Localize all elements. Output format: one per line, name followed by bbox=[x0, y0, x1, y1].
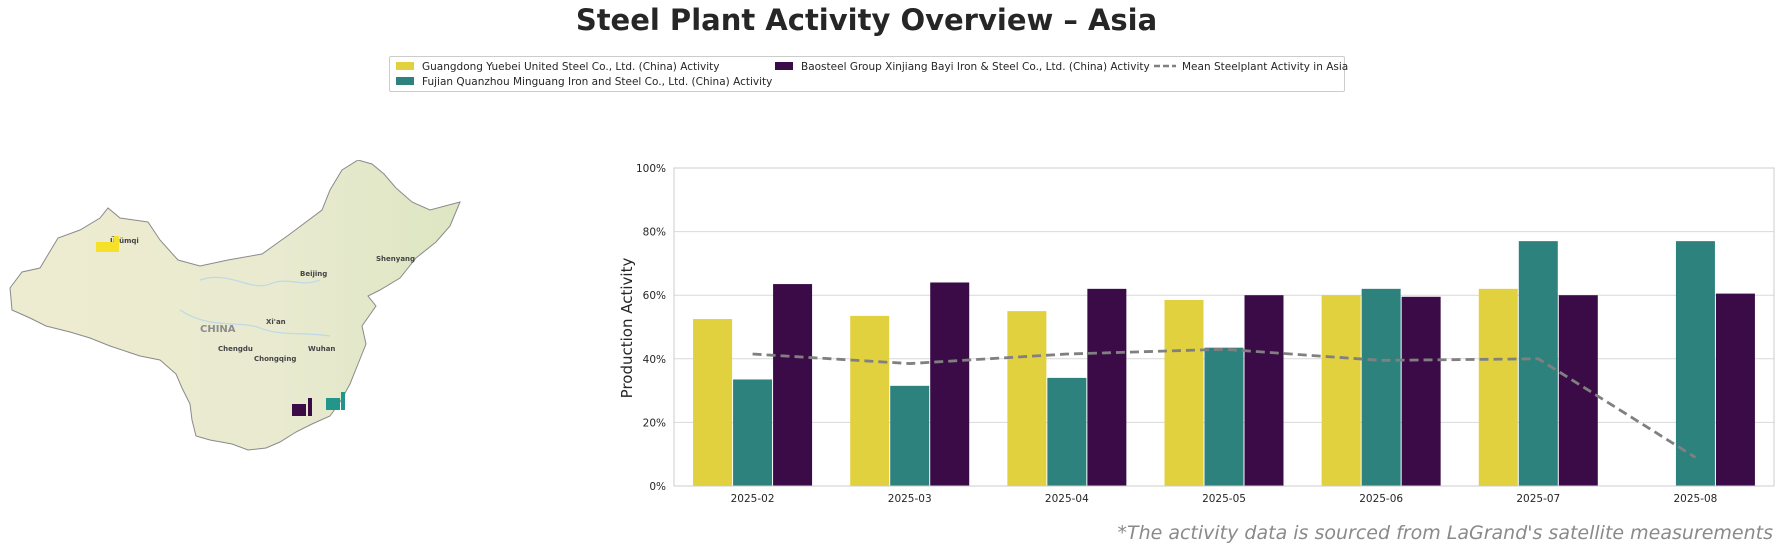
map-city-wuhan: Wuhan bbox=[308, 345, 335, 353]
mean-activity-line bbox=[752, 347, 1697, 459]
chart-title: Steel Plant Activity Overview – Asia bbox=[575, 3, 1158, 37]
map-city-chongqing: Chongqing bbox=[254, 355, 296, 363]
river-yangtze bbox=[179, 309, 331, 337]
bar-2025-08-series-1 bbox=[1675, 241, 1715, 486]
y-tick-label: 20% bbox=[643, 417, 666, 429]
legend-item-baosteel: Baosteel Group Xinjiang Bayi Iron & Stee… bbox=[775, 60, 1150, 74]
bars-layer bbox=[693, 241, 1755, 486]
x-tick-label: 2025-05 bbox=[1202, 493, 1246, 505]
bar-2025-02-series-0 bbox=[693, 319, 733, 486]
bar-2025-02-series-2 bbox=[773, 284, 813, 486]
bar-2025-04-series-0 bbox=[1007, 311, 1047, 486]
bar-2025-04-series-2 bbox=[1087, 288, 1127, 486]
mean-line-layer bbox=[752, 347, 1697, 459]
factory-icon bbox=[326, 392, 345, 410]
bar-2025-03-series-1 bbox=[890, 385, 930, 486]
y-tick-label: 80% bbox=[643, 227, 666, 239]
legend-swatch-guangdong bbox=[396, 62, 414, 70]
bar-2025-05-series-0 bbox=[1164, 299, 1204, 486]
x-tick-label: 2025-04 bbox=[1045, 493, 1089, 505]
legend-swatch-mean bbox=[1154, 64, 1176, 68]
bar-2025-02-series-1 bbox=[733, 379, 773, 486]
bar-2025-06-series-1 bbox=[1361, 288, 1401, 486]
map-panel: CHINA Ürümqi Beijing Shenyang Xi'an Chen… bbox=[0, 159, 470, 500]
bar-2025-03-series-2 bbox=[930, 282, 970, 486]
map-city-urumqi: Ürümqi bbox=[110, 236, 139, 245]
map-city-xian: Xi'an bbox=[266, 318, 286, 326]
china-outline bbox=[9, 159, 461, 451]
x-tick-label: 2025-03 bbox=[888, 493, 932, 505]
y-tick-label: 60% bbox=[643, 290, 666, 302]
legend-label-fujian: Fujian Quanzhou Minguang Iron and Steel … bbox=[422, 76, 773, 88]
map-city-shenyang: Shenyang bbox=[376, 255, 415, 263]
legend-label-baosteel: Baosteel Group Xinjiang Bayi Iron & Stee… bbox=[801, 61, 1150, 73]
bar-2025-08-series-2 bbox=[1715, 293, 1755, 486]
y-tick-label: 0% bbox=[649, 481, 666, 493]
bar-2025-06-series-0 bbox=[1321, 295, 1361, 486]
legend-label-guangdong: Guangdong Yuebei United Steel Co., Ltd. … bbox=[422, 61, 720, 73]
x-tick-label: 2025-06 bbox=[1359, 493, 1403, 505]
bar-2025-07-series-2 bbox=[1558, 295, 1598, 486]
y-tick-label: 40% bbox=[643, 354, 666, 366]
legend-label-mean: Mean Steelplant Activity in Asia bbox=[1182, 61, 1349, 73]
map-city-chengdu: Chengdu bbox=[218, 345, 253, 353]
axis-layer: 0% 20% 40% 60% 80% 100% 2025-02 2025-03 2025-04 2… bbox=[636, 163, 1775, 505]
y-axis-title: Production Activity bbox=[618, 258, 636, 399]
bar-2025-04-series-1 bbox=[1047, 377, 1087, 486]
china-map: CHINA Ürümqi Beijing Shenyang Xi'an Chen… bbox=[9, 159, 461, 451]
map-country-label: CHINA bbox=[200, 324, 236, 335]
legend-item-fujian: Fujian Quanzhou Minguang Iron and Steel … bbox=[396, 75, 772, 89]
y-tick-label: 100% bbox=[636, 163, 666, 175]
bar-2025-06-series-2 bbox=[1401, 296, 1441, 486]
bar-2025-03-series-0 bbox=[850, 315, 890, 486]
bar-2025-05-series-1 bbox=[1204, 347, 1244, 486]
legend-swatch-fujian bbox=[396, 77, 414, 85]
bar-2025-07-series-1 bbox=[1518, 241, 1558, 486]
factory-icon bbox=[292, 398, 312, 416]
legend-swatch-baosteel bbox=[775, 62, 793, 70]
bar-2025-05-series-2 bbox=[1244, 295, 1284, 486]
x-tick-label: 2025-02 bbox=[731, 493, 775, 505]
bar-chart-svg: 0% 20% 40% 60% 80% 100% 2025-02 2025-03 2025-04 2… bbox=[618, 163, 1775, 505]
legend-item-guangdong: Guangdong Yuebei United Steel Co., Ltd. … bbox=[396, 60, 719, 74]
x-tick-label: 2025-08 bbox=[1673, 493, 1717, 505]
legend: Guangdong Yuebei United Steel Co., Ltd. … bbox=[389, 56, 1348, 92]
x-tick-label: 2025-07 bbox=[1516, 493, 1560, 505]
legend-item-mean: Mean Steelplant Activity in Asia bbox=[1154, 60, 1348, 74]
bar-chart: 0% 20% 40% 60% 80% 100% 2025-02 2025-03 2025-04 2… bbox=[600, 150, 1781, 510]
plot-frame bbox=[673, 167, 1775, 487]
map-city-beijing: Beijing bbox=[300, 270, 327, 278]
bar-2025-07-series-0 bbox=[1478, 288, 1518, 486]
factory-icon bbox=[96, 236, 119, 252]
river-yellow bbox=[199, 276, 321, 287]
footnote: *The activity data is sourced from LaGra… bbox=[1117, 522, 1773, 544]
